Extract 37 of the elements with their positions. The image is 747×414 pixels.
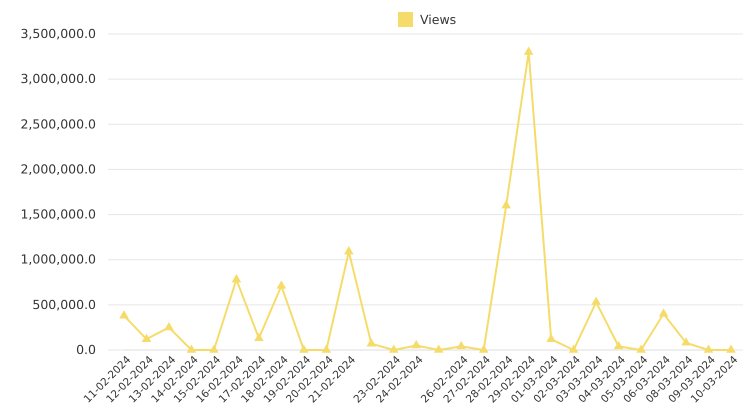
point	[209, 344, 219, 353]
point	[546, 334, 556, 342]
point	[388, 344, 399, 353]
point	[142, 334, 152, 342]
point	[276, 280, 286, 289]
y-tick-label: 0.0	[76, 342, 96, 357]
point	[254, 332, 264, 342]
point	[344, 246, 354, 254]
y-tick-label: 500,000.0	[32, 296, 96, 312]
point	[164, 322, 174, 330]
point	[524, 46, 534, 55]
y-tick-label: 3,500,000.0	[20, 26, 96, 41]
point	[322, 344, 332, 353]
point	[658, 308, 668, 317]
point	[478, 344, 489, 353]
point	[411, 340, 422, 348]
point	[232, 274, 242, 282]
point	[726, 344, 736, 353]
point	[186, 344, 196, 353]
point	[614, 340, 624, 350]
y-tick-label: 3,000,000.0	[20, 71, 96, 86]
point	[434, 344, 444, 353]
point	[366, 338, 376, 346]
y-tick-label: 1,500,000.0	[20, 206, 96, 222]
point	[591, 296, 601, 305]
point	[681, 337, 691, 346]
point	[636, 344, 646, 353]
point	[119, 310, 129, 318]
y-tick-label: 1,000,000.0	[20, 252, 96, 267]
y-tick-label: 2,000,000.0	[20, 161, 96, 176]
point	[568, 344, 578, 353]
point	[456, 340, 466, 350]
point	[501, 200, 511, 208]
y-tick-label: 2,500,000.0	[20, 116, 96, 132]
point	[704, 344, 714, 353]
point	[299, 344, 309, 353]
legend-label: Views	[420, 12, 456, 27]
